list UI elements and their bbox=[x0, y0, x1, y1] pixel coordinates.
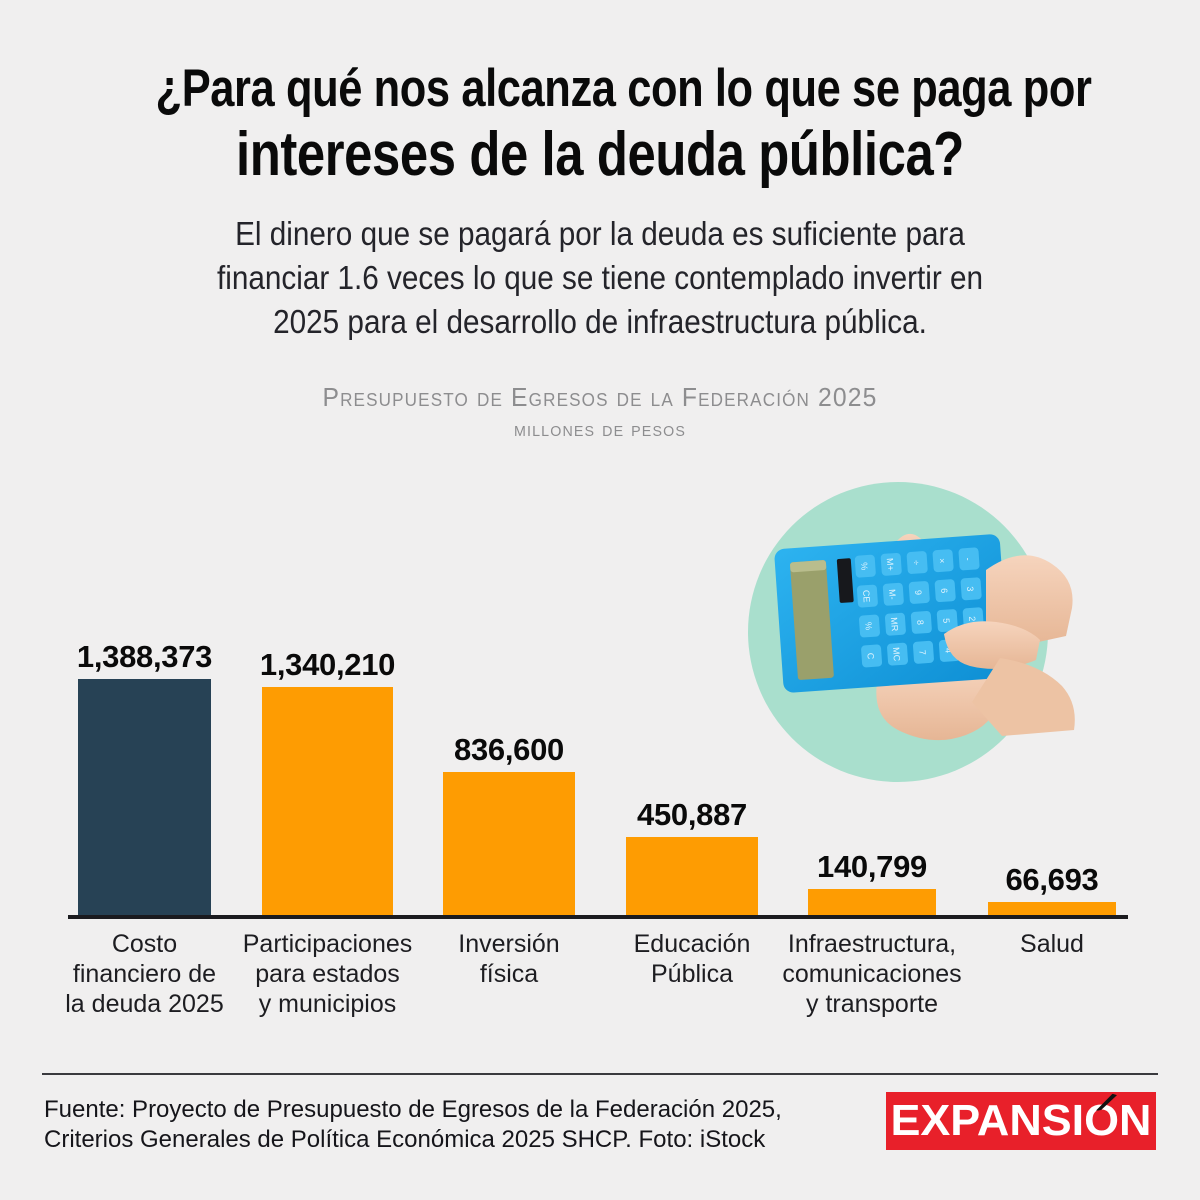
svg-text:2: 2 bbox=[967, 616, 977, 622]
bar-category-label-line: Costo bbox=[111, 930, 178, 958]
bar-category-label-line: Pública bbox=[651, 960, 733, 988]
svg-text:3: 3 bbox=[965, 586, 975, 592]
svg-text:8: 8 bbox=[915, 620, 925, 626]
bar-category-label-line: para estados bbox=[255, 960, 400, 988]
bar-value-label: 1,340,210 bbox=[259, 647, 396, 682]
bar-category-label-line: Salud bbox=[1020, 930, 1084, 958]
svg-text:CE: CE bbox=[861, 590, 872, 603]
svg-text:÷: ÷ bbox=[911, 560, 921, 566]
logo-wordmark: EXPANSION bbox=[890, 1096, 1152, 1146]
chart-baseline-axis bbox=[68, 915, 1128, 919]
svg-text:%: % bbox=[863, 622, 874, 631]
chart-header: Presupuesto de Egresos de la Federación … bbox=[58, 380, 1142, 444]
svg-text:-: - bbox=[963, 557, 973, 561]
bar-group: 836,600 Inversión física bbox=[443, 732, 575, 988]
svg-text:M-: M- bbox=[887, 589, 898, 600]
bar-category-label-line: física bbox=[479, 960, 539, 988]
logo-label: EXPANSION bbox=[890, 1096, 1152, 1145]
bar-group: 450,887 Educación Pública bbox=[626, 797, 758, 988]
bar bbox=[443, 772, 575, 915]
bar-value-label: 1,388,373 bbox=[76, 639, 213, 674]
bar-category-label: Infraestructura, comunicaciones y transpor… bbox=[782, 929, 961, 1019]
bar-category-label: Inversión física bbox=[458, 929, 559, 989]
source-note: Fuente: Proyecto de Presupuesto de Egres… bbox=[44, 1095, 782, 1155]
svg-text:M+: M+ bbox=[885, 558, 896, 571]
bar-category-label-line: la deuda 2025 bbox=[65, 990, 224, 1018]
svg-text:7: 7 bbox=[917, 650, 927, 656]
calculator-illustration: % CE % C M+ M- MR MC ÷ 9 8 7 × 6 5 4 - bbox=[774, 533, 1075, 741]
bar-category-label-line: Infraestructura, bbox=[787, 930, 957, 958]
svg-text:MC: MC bbox=[891, 647, 902, 662]
svg-text:×: × bbox=[937, 558, 947, 564]
svg-text:%: % bbox=[859, 562, 870, 571]
calculator-photo: % CE % C M+ M- MR MC ÷ 9 8 7 × 6 5 4 - bbox=[748, 482, 1078, 782]
svg-text:4: 4 bbox=[943, 648, 953, 654]
bar-category-label-line: Participaciones bbox=[242, 930, 413, 958]
source-line-1: Fuente: Proyecto de Presupuesto de Egres… bbox=[44, 1096, 782, 1123]
svg-text:C: C bbox=[865, 652, 875, 660]
bar bbox=[262, 687, 393, 915]
footer-divider bbox=[42, 1073, 1158, 1075]
bar bbox=[626, 837, 758, 915]
bar-group: 1,388,373 Costo financiero de la deuda 2025 bbox=[65, 639, 223, 1018]
bar bbox=[78, 679, 211, 915]
bar-value-label: 450,887 bbox=[637, 797, 747, 832]
bar bbox=[988, 902, 1116, 915]
bar-group: 1,340,210 Participaciones para estados y mu… bbox=[243, 647, 413, 1018]
svg-text:6: 6 bbox=[939, 588, 949, 594]
bar-value-label: 66,693 bbox=[1005, 862, 1099, 897]
source-line-2: Criterios Generales de Política Económic… bbox=[44, 1126, 766, 1153]
expansion-logo[interactable]: EXPANSION bbox=[886, 1092, 1156, 1150]
bar-category-label-line: y municipios bbox=[258, 990, 397, 1018]
bar bbox=[808, 889, 936, 915]
subtitle-line-2: financiar 1.6 veces lo que se tiene cont… bbox=[216, 259, 984, 296]
subtitle-line-1: El dinero que se pagará por la deuda es … bbox=[235, 215, 965, 252]
bar-category-label-line: y transporte bbox=[805, 990, 939, 1018]
bar-value-label: 836,600 bbox=[454, 732, 564, 767]
bar-group: 140,799 Infraestructura, comunicaciones y t… bbox=[782, 849, 961, 1018]
headline-line-2: intereses de la deuda pública? bbox=[236, 120, 964, 189]
subtitle-line-3: 2025 para el desarrollo de infraestructu… bbox=[273, 303, 927, 340]
bar-group: 66,693 Salud bbox=[988, 862, 1116, 958]
bar-category-label-line: comunicaciones bbox=[782, 960, 962, 988]
chart-units-label: millones de pesos bbox=[514, 416, 686, 441]
chart-title: Presupuesto de Egresos de la Federación … bbox=[322, 382, 878, 412]
bar-value-label: 140,799 bbox=[817, 849, 927, 884]
headline-line-1: ¿Para qué nos alcanza con lo que se paga… bbox=[155, 59, 1092, 118]
bar-category-label: Participaciones para estados y municipios bbox=[243, 929, 413, 1019]
svg-text:5: 5 bbox=[941, 618, 951, 624]
svg-text:MR: MR bbox=[889, 617, 900, 632]
bar-category-label-line: Inversión bbox=[458, 930, 560, 958]
bar-category-label: Salud bbox=[1020, 929, 1084, 959]
infographic-header: ¿Para qué nos alcanza con lo que se paga… bbox=[0, 0, 1200, 444]
svg-text:9: 9 bbox=[913, 590, 923, 596]
bar-category-label-line: Educación bbox=[633, 930, 751, 958]
bar-category-label: Educación Pública bbox=[634, 929, 751, 989]
bar-category-label-line: financiero de bbox=[72, 960, 217, 988]
bar-category-label: Costo financiero de la deuda 2025 bbox=[65, 929, 223, 1019]
